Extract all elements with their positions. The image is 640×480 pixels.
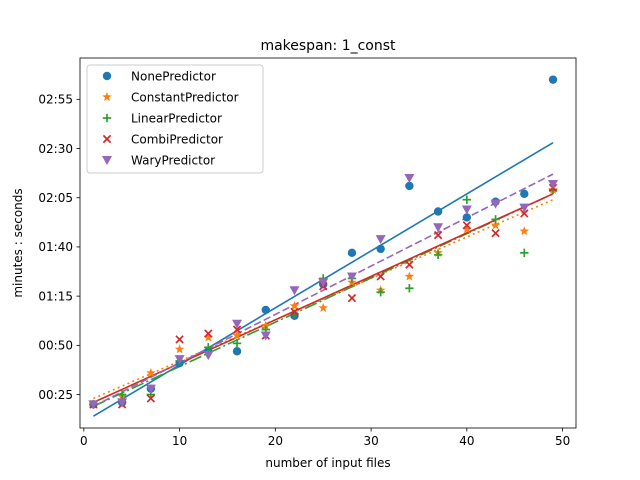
data-point-constantpredictor	[232, 330, 242, 340]
data-point-linearpredictor	[376, 288, 385, 297]
data-point-combipredictor	[405, 260, 414, 269]
data-point-nonepredictor	[433, 207, 443, 216]
data-point-combipredictor	[462, 221, 472, 230]
data-point-warypredictor	[461, 205, 472, 215]
data-point-constantpredictor	[462, 224, 472, 234]
data-point-warypredictor	[490, 199, 501, 209]
data-point-combipredictor	[376, 272, 385, 281]
data-point-constantpredictor	[146, 367, 156, 377]
x-tick-label: 20	[268, 434, 283, 448]
y-tick-label: 00:50	[38, 339, 73, 353]
data-point-linearpredictor	[491, 215, 500, 224]
data-point-warypredictor	[232, 319, 243, 329]
legend-marker-nonepredictor	[102, 71, 112, 81]
fit-line-constantpredictor	[93, 198, 554, 400]
data-markers	[88, 75, 559, 410]
data-point-combipredictor	[175, 335, 184, 344]
legend-box	[86, 64, 264, 174]
legend-marker-constantpredictor	[102, 92, 112, 102]
data-point-warypredictor	[404, 174, 415, 184]
data-point-combipredictor	[204, 329, 213, 338]
x-tick-label: 30	[363, 434, 378, 448]
data-point-nonepredictor	[548, 75, 558, 84]
y-axis: 00:25 00:50 01:15 01:40 02:05 02:30 02:55	[38, 93, 80, 402]
data-point-warypredictor	[346, 272, 357, 282]
data-point-warypredictor	[289, 286, 300, 296]
data-point-warypredictor	[260, 331, 271, 341]
data-point-constantpredictor	[318, 302, 328, 312]
data-point-nonepredictor	[405, 181, 414, 191]
y-tick-label: 01:15	[38, 289, 73, 303]
data-point-warypredictor	[174, 355, 185, 365]
data-point-combipredictor	[491, 228, 500, 238]
data-point-warypredictor	[548, 179, 559, 189]
data-point-warypredictor	[203, 351, 214, 361]
series-warypredictor	[88, 174, 559, 410]
legend-marker-combipredictor	[102, 134, 112, 144]
data-point-combipredictor	[232, 325, 242, 334]
legend-label-nonepredictor: NonePredictor	[131, 69, 216, 83]
data-point-linearpredictor	[520, 248, 529, 258]
data-point-warypredictor	[375, 235, 386, 245]
data-point-combipredictor	[433, 230, 443, 240]
data-point-constantpredictor	[203, 332, 214, 342]
data-point-warypredictor	[433, 223, 444, 233]
fit-line-warypredictor	[93, 173, 554, 408]
chart-title: makespan: 1_const	[260, 38, 396, 54]
y-tick-label: 02:55	[38, 93, 73, 107]
data-point-nonepredictor	[462, 213, 472, 222]
legend-label-combipredictor: CombiPredictor	[131, 132, 223, 146]
data-point-warypredictor	[145, 384, 156, 394]
data-point-constantpredictor	[289, 300, 300, 311]
legend: NonePredictor ConstantPredictor LinearPred…	[86, 64, 264, 174]
data-point-warypredictor	[519, 203, 530, 213]
legend-marker-linearpredictor	[102, 113, 112, 123]
legend-label-warypredictor: WaryPredictor	[131, 153, 215, 167]
y-tick-label: 02:05	[38, 191, 73, 205]
x-tick-label: 10	[172, 434, 187, 448]
data-point-constantpredictor	[261, 320, 271, 330]
legend-marker-warypredictor	[102, 156, 112, 165]
data-point-warypredictor	[318, 278, 329, 288]
y-tick-label: 02:30	[38, 142, 73, 156]
x-axis: 0 10 20 30 40 50	[80, 428, 570, 448]
data-point-nonepredictor	[232, 347, 242, 356]
data-point-nonepredictor	[376, 244, 385, 254]
series-nonepredictor	[89, 75, 558, 409]
legend-label-constantpredictor: ConstantPredictor	[131, 90, 239, 104]
x-axis-label: number of input files	[265, 456, 390, 470]
data-point-linearpredictor	[462, 195, 472, 204]
data-point-constantpredictor	[174, 344, 185, 354]
data-point-nonepredictor	[520, 189, 529, 198]
legend-label-linearpredictor: LinearPredictor	[131, 111, 222, 125]
data-point-constantpredictor	[490, 220, 501, 230]
data-point-linearpredictor	[204, 343, 213, 352]
data-point-nonepredictor	[347, 248, 357, 258]
data-point-combipredictor	[520, 209, 529, 218]
data-point-constantpredictor	[404, 271, 415, 281]
data-point-linearpredictor	[405, 284, 414, 293]
y-tick-label: 00:25	[38, 388, 73, 402]
y-tick-label: 01:40	[38, 240, 73, 254]
data-point-warypredictor	[117, 398, 128, 408]
data-point-linearpredictor	[117, 390, 127, 399]
data-point-linearpredictor	[433, 250, 443, 260]
data-point-combipredictor	[290, 307, 299, 317]
data-point-nonepredictor	[261, 305, 270, 315]
x-tick-label: 0	[80, 434, 88, 448]
data-point-constantpredictor	[519, 226, 530, 236]
x-tick-label: 40	[459, 434, 474, 448]
y-axis-label: minutes : seconds	[11, 188, 25, 297]
data-point-combipredictor	[146, 394, 156, 403]
x-tick-label: 50	[555, 434, 570, 448]
data-point-warypredictor	[88, 400, 99, 410]
data-point-combipredictor	[347, 293, 357, 303]
plot-area	[79, 57, 577, 429]
data-point-linearpredictor	[232, 339, 242, 348]
